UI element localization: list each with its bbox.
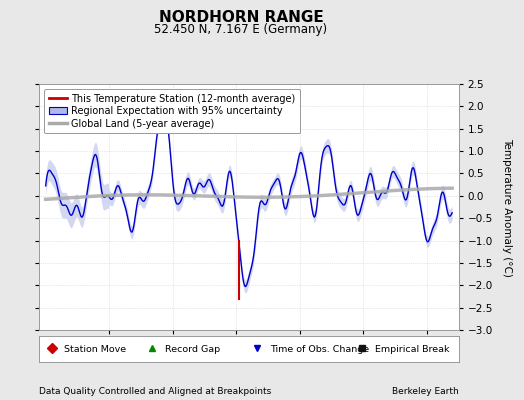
Text: Time of Obs. Change: Time of Obs. Change [270,344,369,354]
Text: NORDHORN RANGE: NORDHORN RANGE [159,10,323,25]
Text: Berkeley Earth: Berkeley Earth [392,387,458,396]
Text: Record Gap: Record Gap [165,344,220,354]
Text: 52.450 N, 7.167 E (Germany): 52.450 N, 7.167 E (Germany) [155,23,328,36]
Y-axis label: Temperature Anomaly (°C): Temperature Anomaly (°C) [503,138,512,276]
Legend: This Temperature Station (12-month average), Regional Expectation with 95% uncer: This Temperature Station (12-month avera… [44,89,300,134]
Text: Empirical Break: Empirical Break [375,344,449,354]
Text: Data Quality Controlled and Aligned at Breakpoints: Data Quality Controlled and Aligned at B… [39,387,271,396]
Text: Station Move: Station Move [64,344,127,354]
